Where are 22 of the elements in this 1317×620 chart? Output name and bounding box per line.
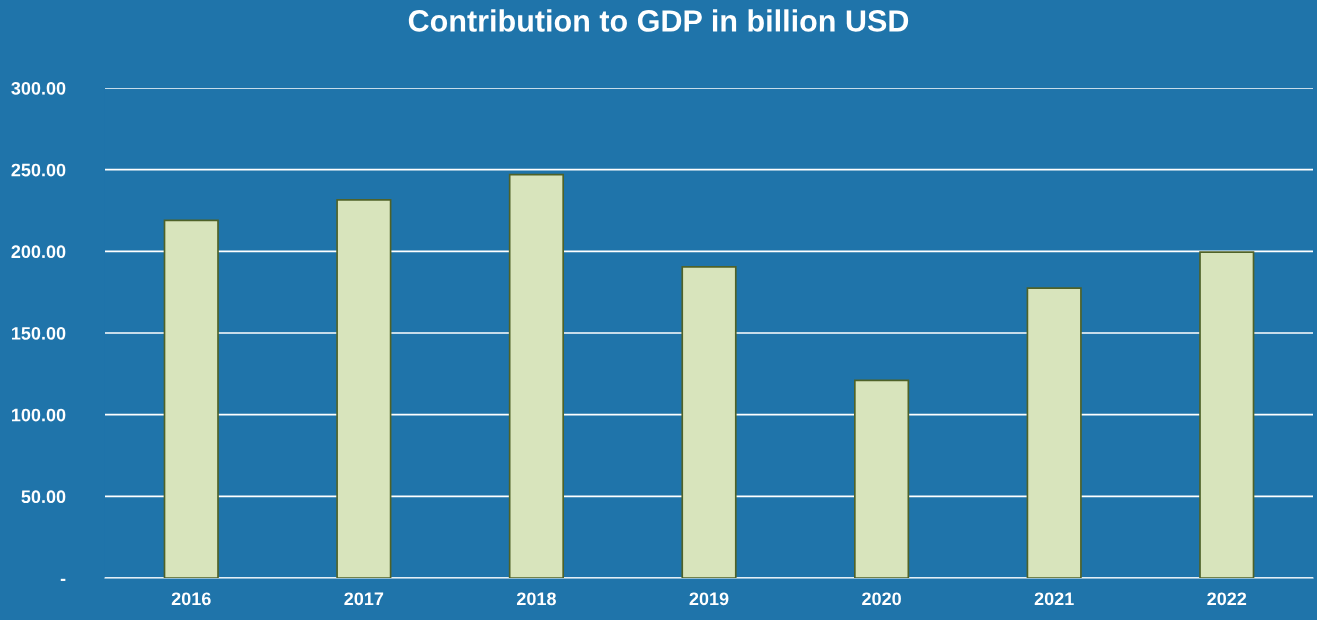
x-tick-label: 2021 — [1034, 592, 1074, 606]
x-tick-label: 2017 — [344, 592, 384, 606]
x-tick-label: 2018 — [516, 592, 556, 606]
bar — [1026, 287, 1082, 579]
chart-title: Contribution to GDP in billion USD — [408, 9, 909, 32]
bar — [681, 266, 737, 579]
y-tick-label: 200.00 — [11, 245, 66, 259]
y-tick-label: 50.00 — [21, 490, 66, 504]
bar — [854, 379, 910, 579]
y-tick-label: 150.00 — [11, 326, 66, 340]
bar — [336, 199, 392, 579]
y-tick-label: - — [60, 578, 66, 581]
bar — [163, 219, 219, 579]
x-tick-label: 2016 — [171, 592, 211, 606]
y-tick-label: 250.00 — [11, 163, 66, 177]
x-tick-label: 2019 — [689, 592, 729, 606]
x-tick-label: 2022 — [1207, 592, 1247, 606]
x-tick-label: 2020 — [862, 592, 901, 606]
bar — [1199, 251, 1255, 579]
bar — [508, 173, 565, 579]
y-tick-label: 300.00 — [11, 81, 66, 95]
y-tick-label: 100.00 — [11, 408, 66, 422]
